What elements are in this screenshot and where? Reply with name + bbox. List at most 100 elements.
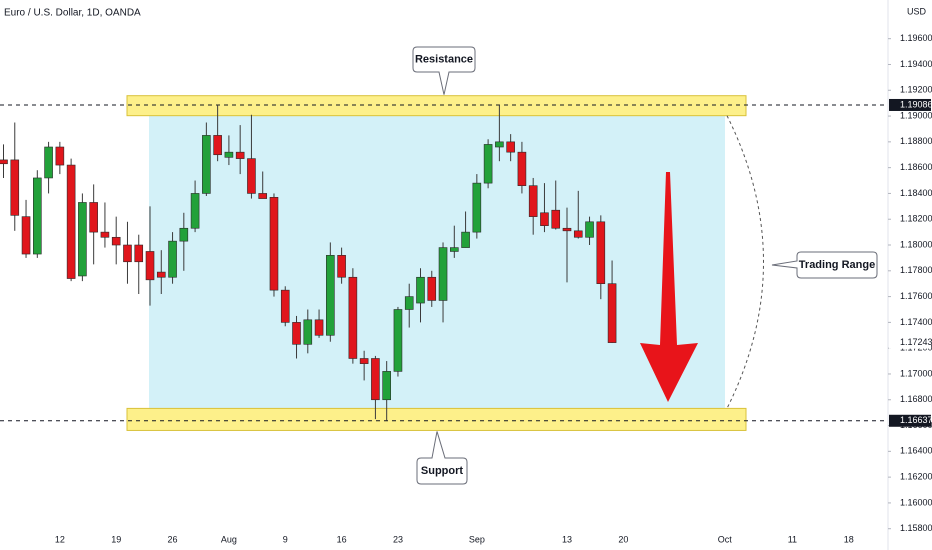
candle-body — [551, 209, 561, 229]
candle-body — [213, 135, 222, 156]
last-price: 1.17243 — [900, 337, 932, 347]
candle-body — [303, 319, 313, 345]
y-tick-label: 1.16400 — [900, 446, 932, 456]
x-tick-label: Sep — [469, 534, 485, 544]
chart-title: Euro / U.S. Dollar, 1D, OANDA — [4, 8, 141, 19]
candle-body — [224, 151, 234, 158]
range-label-box — [771, 251, 878, 279]
candle-body — [134, 244, 144, 263]
x-tick-label: 16 — [337, 534, 347, 544]
candle-body — [416, 276, 425, 304]
candle-body — [145, 251, 155, 281]
range-arc — [726, 115, 764, 409]
x-tick-label: 11 — [788, 534, 797, 544]
candle-body — [21, 216, 31, 255]
support-label: Support — [421, 465, 463, 477]
support-zone — [126, 407, 747, 431]
resistance-zone — [126, 95, 747, 117]
candle-body — [371, 358, 380, 401]
candle-body — [337, 255, 346, 278]
candle-body — [269, 196, 279, 291]
down-arrow — [640, 172, 698, 402]
x-tick-label: 23 — [393, 534, 403, 544]
resistance-label-box — [412, 46, 476, 95]
candle-body — [179, 227, 189, 242]
x-tick-label: 9 — [283, 534, 288, 544]
y-tick-label: 1.17800 — [900, 265, 932, 275]
candle-body — [10, 159, 20, 216]
y-tick-label: 1.18400 — [900, 188, 932, 198]
y-tick-label: 1.18200 — [900, 214, 932, 224]
y-tick-label: 1.18000 — [900, 239, 932, 249]
candle-body — [359, 358, 369, 364]
y-tick-label: 1.19400 — [900, 59, 932, 69]
y-tick-label: 1.19200 — [900, 85, 932, 95]
resistance-price-bg — [889, 98, 931, 111]
candle-body — [168, 240, 177, 278]
candle-body — [393, 309, 403, 372]
y-tick-label: 1.16800 — [900, 394, 932, 404]
range-label: Trading Range — [799, 259, 875, 271]
x-tick-label: 12 — [55, 534, 65, 544]
support-price-bg — [889, 414, 931, 427]
support-label-box — [416, 431, 468, 485]
candle-body — [596, 221, 606, 284]
candle-body — [438, 247, 448, 301]
candle-body — [44, 146, 53, 179]
y-tick-label: 1.18600 — [900, 162, 932, 172]
x-tick-label: Aug — [221, 534, 237, 544]
candle-body — [540, 212, 549, 226]
candle-body — [292, 322, 301, 345]
range-box — [149, 115, 725, 409]
candle-body — [247, 158, 256, 194]
candle-body — [607, 283, 617, 343]
y-tick-label: 1.18800 — [900, 136, 932, 146]
candle-body — [427, 276, 437, 301]
x-tick-label: 18 — [844, 534, 854, 544]
candle-body — [156, 271, 166, 278]
y-tick-label: 1.16200 — [900, 472, 932, 482]
candle-body — [528, 185, 538, 217]
candle-body — [314, 319, 324, 336]
x-tick-label: 13 — [562, 534, 572, 544]
resistance-price: 1.19086 — [900, 99, 932, 109]
currency-label: USD — [907, 6, 927, 16]
candle-body — [382, 371, 391, 401]
candle-body — [280, 289, 290, 323]
y-tick-label: 1.17600 — [900, 291, 932, 301]
candle-body — [202, 135, 211, 194]
candle-body — [495, 141, 504, 148]
candle-body — [483, 144, 493, 184]
candle-body — [33, 177, 42, 255]
y-tick-label: 1.17000 — [900, 368, 932, 378]
candle-body — [190, 193, 200, 229]
candle-body — [472, 182, 482, 233]
candle-body — [123, 244, 132, 263]
candle-body — [66, 164, 76, 279]
candle-body — [0, 159, 8, 165]
candle-body — [562, 227, 572, 232]
candle-body — [55, 146, 65, 166]
x-tick-label: 19 — [111, 534, 121, 544]
candle-body — [573, 230, 583, 238]
candle-body — [111, 236, 121, 246]
candle-body — [585, 221, 594, 238]
candle-body — [506, 141, 515, 153]
y-tick-label: 1.19600 — [900, 33, 932, 43]
candle-body — [461, 231, 470, 248]
candle-body — [89, 202, 98, 233]
x-tick-label: 20 — [618, 534, 628, 544]
candle-body — [404, 296, 414, 310]
y-tick-label: 1.15800 — [900, 523, 932, 533]
x-tick-label: 26 — [168, 534, 178, 544]
candle-body — [258, 193, 268, 199]
resistance-label: Resistance — [415, 53, 473, 65]
candle-body — [100, 231, 110, 238]
candle-body — [348, 276, 358, 359]
candle-body — [235, 151, 245, 159]
candle-body — [449, 247, 459, 252]
candle-body — [78, 202, 87, 277]
last-price-bg — [889, 336, 931, 349]
support-price: 1.16637 — [900, 415, 932, 425]
